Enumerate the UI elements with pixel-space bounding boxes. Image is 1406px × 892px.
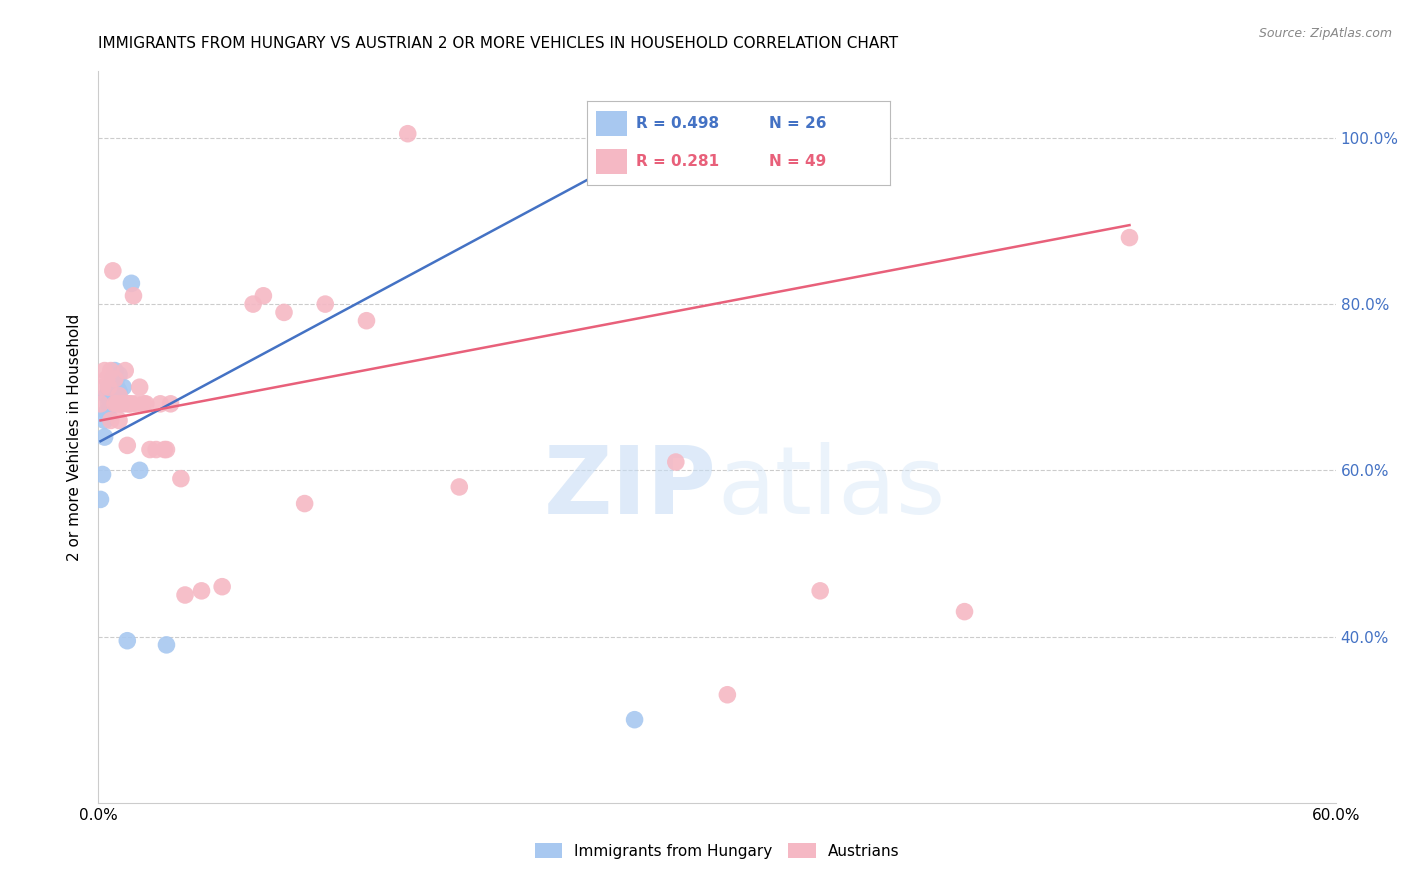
Point <box>105 392 128 407</box>
Point <box>117 633 139 648</box>
Y-axis label: 2 or more Vehicles in Household: 2 or more Vehicles in Household <box>67 313 83 561</box>
Point <box>112 380 135 394</box>
Point <box>242 297 264 311</box>
Legend: Immigrants from Hungary, Austrians: Immigrants from Hungary, Austrians <box>529 837 905 864</box>
Point <box>110 397 132 411</box>
Point <box>104 363 127 377</box>
Point <box>96 372 118 386</box>
Point <box>101 264 124 278</box>
Point <box>117 438 139 452</box>
Point <box>89 492 111 507</box>
Point <box>93 413 115 427</box>
Point <box>155 442 177 457</box>
Point <box>174 588 197 602</box>
Point <box>105 397 128 411</box>
Point <box>97 409 120 424</box>
Point <box>145 442 167 457</box>
Point <box>211 580 233 594</box>
Point <box>120 277 142 291</box>
Point <box>252 289 274 303</box>
Point <box>112 397 135 411</box>
Text: IMMIGRANTS FROM HUNGARY VS AUSTRIAN 2 OR MORE VEHICLES IN HOUSEHOLD CORRELATION : IMMIGRANTS FROM HUNGARY VS AUSTRIAN 2 OR… <box>98 36 898 51</box>
Text: atlas: atlas <box>717 442 945 534</box>
Point <box>294 497 316 511</box>
Point <box>159 397 181 411</box>
Point <box>139 442 162 457</box>
Point <box>91 380 114 394</box>
Point <box>104 397 127 411</box>
Point <box>117 397 139 411</box>
Point <box>727 127 749 141</box>
Point <box>97 397 120 411</box>
Point <box>953 605 976 619</box>
Point <box>100 363 122 377</box>
Point <box>124 397 146 411</box>
Point <box>97 380 120 394</box>
Point <box>114 363 136 377</box>
Point <box>135 397 157 411</box>
Point <box>104 380 127 394</box>
Point <box>101 372 124 386</box>
Point <box>100 380 122 394</box>
Point <box>128 380 150 394</box>
Point <box>110 397 132 411</box>
Point <box>623 713 645 727</box>
Point <box>716 688 738 702</box>
Point <box>118 397 141 411</box>
Point <box>108 384 131 399</box>
Point <box>128 463 150 477</box>
Point <box>396 127 419 141</box>
Point <box>449 480 471 494</box>
Point <box>96 388 118 402</box>
Point <box>153 442 176 457</box>
Point <box>108 413 131 427</box>
Point <box>1118 230 1140 244</box>
Point <box>190 583 212 598</box>
Point <box>91 467 114 482</box>
Point <box>132 397 155 411</box>
Point <box>89 397 111 411</box>
Point <box>120 397 142 411</box>
Point <box>108 388 131 402</box>
Point <box>100 413 122 427</box>
Point <box>356 314 378 328</box>
Point <box>100 397 122 411</box>
Point <box>96 405 118 419</box>
Point <box>122 289 145 303</box>
Point <box>93 363 115 377</box>
Point <box>105 380 128 394</box>
Point <box>665 455 688 469</box>
Point <box>170 472 193 486</box>
Point <box>101 388 124 402</box>
Point <box>93 430 115 444</box>
Point <box>108 368 131 382</box>
Point <box>149 397 172 411</box>
Point <box>314 297 336 311</box>
Point <box>104 372 127 386</box>
Point <box>97 380 120 394</box>
Text: Source: ZipAtlas.com: Source: ZipAtlas.com <box>1258 27 1392 40</box>
Point <box>273 305 295 319</box>
Point <box>155 638 177 652</box>
Text: ZIP: ZIP <box>544 442 717 534</box>
Point <box>808 583 831 598</box>
